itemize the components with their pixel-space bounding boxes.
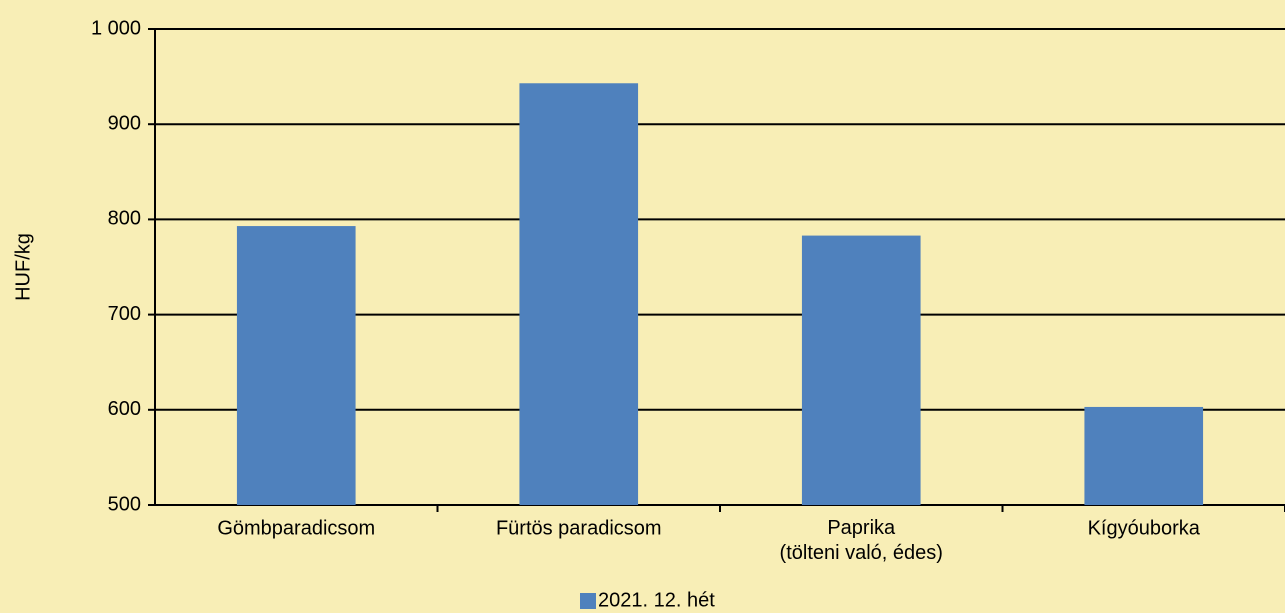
y-tick-label: 500 [108,493,141,515]
bar [236,226,356,505]
y-tick-label: 700 [108,303,141,325]
y-tick-label: 600 [108,398,141,420]
x-tick-label: Gömbparadicsom [217,517,375,539]
bar [519,83,639,505]
legend-swatch [580,593,596,609]
y-axis-label: HUF/kg [12,233,34,301]
y-tick-label: 1 000 [91,17,141,39]
x-tick-label: Kígyóuborka [1088,517,1201,539]
bar [1084,406,1204,505]
bar [801,235,921,506]
x-tick-label: Fürtös paradicsom [496,517,662,539]
y-tick-label: 900 [108,112,141,134]
y-tick-label: 800 [108,208,141,230]
x-tick-label: Paprika (tölteni való, édes) [780,517,943,564]
legend-label: 2021. 12. hét [598,589,715,611]
